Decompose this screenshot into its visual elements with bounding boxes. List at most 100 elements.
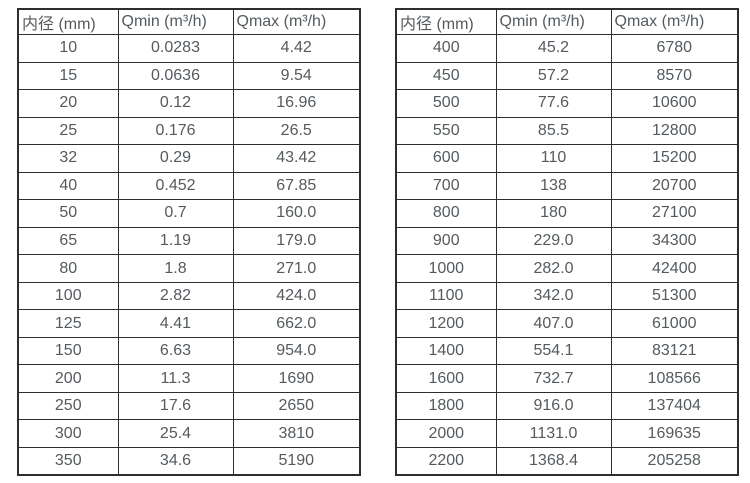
table-row: 450 57.2 8570 (395, 61, 739, 91)
table-cell: 2650 (232, 391, 361, 421)
table-row: 2200 1368.4 205258 (395, 446, 739, 476)
table-cell: 450 (395, 61, 497, 91)
table-cell: 25 (17, 116, 119, 146)
table-body: 10 0.0283 4.42 15 0.0636 9.54 20 0.12 16.96 25 0.1… (17, 34, 361, 476)
table-row: 600 110 15200 (395, 144, 739, 173)
table-row: 25 0.176 26.5 (17, 116, 361, 146)
table-row: 800 180 27100 (395, 199, 739, 228)
table-cell: 5190 (232, 446, 361, 476)
table-row: 700 138 20700 (395, 171, 739, 201)
table-cell: 732.7 (495, 364, 612, 393)
table-cell: 10 (17, 34, 119, 63)
table-cell: 9.54 (232, 61, 361, 91)
table-cell: 27100 (610, 199, 739, 228)
table-cell: 65 (17, 226, 119, 256)
table-cell: 34300 (610, 226, 739, 256)
table-row: 1200 407.0 61000 (395, 309, 739, 338)
table-cell: 0.12 (117, 89, 234, 118)
table-cell: 700 (395, 171, 497, 201)
table-cell: 108566 (610, 364, 739, 393)
col-header-diameter: 内径 (mm) (395, 8, 497, 35)
table-cell: 200 (17, 364, 119, 393)
table-cell: 42400 (610, 254, 739, 283)
table-cell: 8570 (610, 61, 739, 91)
table-row: 65 1.19 179.0 (17, 226, 361, 256)
col-header-diameter: 内径 (mm) (17, 8, 119, 35)
table-cell: 3810 (232, 419, 361, 448)
table-cell: 34.6 (117, 446, 234, 476)
table-cell: 1.19 (117, 226, 234, 256)
table-cell: 83121 (610, 336, 739, 366)
table-cell: 0.176 (117, 116, 234, 146)
table-cell: 26.5 (232, 116, 361, 146)
table-cell: 80 (17, 254, 119, 283)
table-row: 40 0.452 67.85 (17, 171, 361, 201)
table-cell: 550 (395, 116, 497, 146)
table-cell: 6780 (610, 34, 739, 63)
table-cell: 138 (495, 171, 612, 201)
table-cell: 20700 (610, 171, 739, 201)
table-cell: 205258 (610, 446, 739, 476)
table-cell: 407.0 (495, 309, 612, 338)
col-header-qmax: Qmax (m³/h) (610, 8, 739, 35)
table-row: 32 0.29 43.42 (17, 144, 361, 173)
flow-table-large-diameters: 内径 (mm) Qmin (m³/h) Qmax (m³/h) 400 45.2 6… (395, 8, 739, 476)
table-cell: 600 (395, 144, 497, 173)
table-cell: 1400 (395, 336, 497, 366)
table-cell: 1200 (395, 309, 497, 338)
col-header-qmin: Qmin (m³/h) (495, 8, 612, 35)
table-row: 80 1.8 271.0 (17, 254, 361, 283)
table-cell: 271.0 (232, 254, 361, 283)
table-cell: 500 (395, 89, 497, 118)
table-cell: 179.0 (232, 226, 361, 256)
table-cell: 57.2 (495, 61, 612, 91)
table-row: 550 85.5 12800 (395, 116, 739, 146)
table-cell: 1368.4 (495, 446, 612, 476)
table-row: 250 17.6 2650 (17, 391, 361, 421)
table-cell: 954.0 (232, 336, 361, 366)
table-row: 2000 1131.0 169635 (395, 419, 739, 448)
table-cell: 15 (17, 61, 119, 91)
table-cell: 900 (395, 226, 497, 256)
table-cell: 67.85 (232, 171, 361, 201)
table-cell: 160.0 (232, 199, 361, 228)
table-cell: 32 (17, 144, 119, 173)
table-cell: 250 (17, 391, 119, 421)
table-cell: 342.0 (495, 281, 612, 311)
table-cell: 25.4 (117, 419, 234, 448)
table-cell: 554.1 (495, 336, 612, 366)
table-cell: 0.0283 (117, 34, 234, 63)
table-row: 400 45.2 6780 (395, 34, 739, 63)
table-row: 500 77.6 10600 (395, 89, 739, 118)
table-row: 20 0.12 16.96 (17, 89, 361, 118)
table-row: 150 6.63 954.0 (17, 336, 361, 366)
table-cell: 4.42 (232, 34, 361, 63)
table-cell: 100 (17, 281, 119, 311)
table-cell: 2.82 (117, 281, 234, 311)
table-cell: 51300 (610, 281, 739, 311)
table-row: 900 229.0 34300 (395, 226, 739, 256)
table-row: 1800 916.0 137404 (395, 391, 739, 421)
table-cell: 2200 (395, 446, 497, 476)
table-cell: 16.96 (232, 89, 361, 118)
table-cell: 150 (17, 336, 119, 366)
table-cell: 4.41 (117, 309, 234, 338)
table-cell: 1800 (395, 391, 497, 421)
table-cell: 125 (17, 309, 119, 338)
table-row: 200 11.3 1690 (17, 364, 361, 393)
table-cell: 180 (495, 199, 612, 228)
table-cell: 1690 (232, 364, 361, 393)
table-cell: 137404 (610, 391, 739, 421)
col-header-qmin: Qmin (m³/h) (117, 8, 234, 35)
flow-table-small-diameters: 内径 (mm) Qmin (m³/h) Qmax (m³/h) 10 0.0283… (17, 8, 361, 476)
table-cell: 350 (17, 446, 119, 476)
table-cell: 1600 (395, 364, 497, 393)
table-cell: 45.2 (495, 34, 612, 63)
table-row: 125 4.41 662.0 (17, 309, 361, 338)
table-row: 1100 342.0 51300 (395, 281, 739, 311)
table-cell: 424.0 (232, 281, 361, 311)
table-row: 350 34.6 5190 (17, 446, 361, 476)
table-cell: 77.6 (495, 89, 612, 118)
table-cell: 1131.0 (495, 419, 612, 448)
